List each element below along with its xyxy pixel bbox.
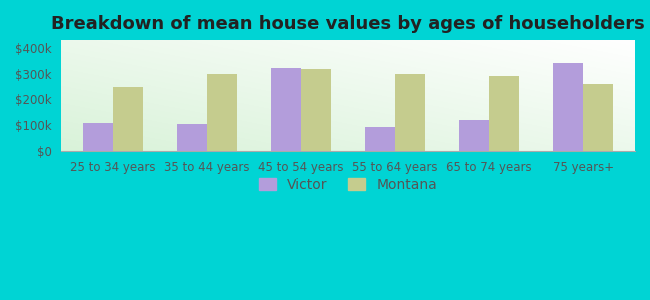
Bar <box>395 74 425 151</box>
Bar <box>271 68 301 151</box>
Bar <box>583 85 614 151</box>
Bar <box>301 69 332 151</box>
Bar <box>83 123 113 151</box>
Bar <box>553 63 583 151</box>
Bar <box>177 124 207 151</box>
Bar <box>583 85 614 151</box>
Bar <box>459 120 489 151</box>
Bar <box>113 87 143 151</box>
Bar <box>365 127 395 151</box>
Legend: Victor, Montana: Victor, Montana <box>254 172 443 197</box>
Bar <box>459 120 489 151</box>
Bar <box>489 76 519 151</box>
Bar <box>207 74 237 151</box>
Bar <box>365 127 395 151</box>
Bar <box>271 68 301 151</box>
Bar <box>301 69 332 151</box>
Bar <box>489 76 519 151</box>
Bar <box>207 74 237 151</box>
Bar <box>83 123 113 151</box>
Bar <box>553 63 583 151</box>
Bar <box>177 124 207 151</box>
Bar <box>395 74 425 151</box>
Bar <box>113 87 143 151</box>
Title: Breakdown of mean house values by ages of householders: Breakdown of mean house values by ages o… <box>51 15 645 33</box>
